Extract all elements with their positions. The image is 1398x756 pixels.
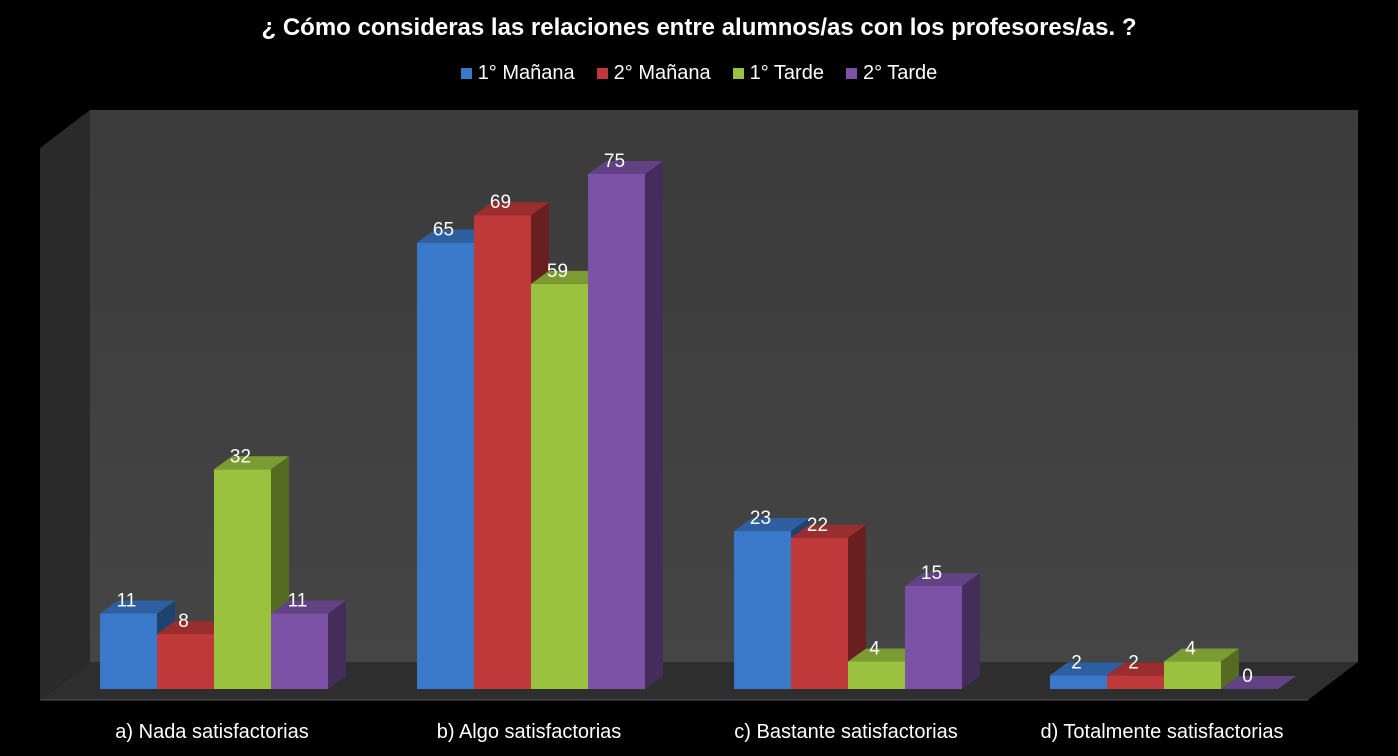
- bar-top: [100, 600, 175, 614]
- data-label: 15: [921, 563, 942, 584]
- bar-top: [734, 518, 809, 532]
- data-label: 2: [1071, 652, 1082, 673]
- floor: [40, 662, 1358, 700]
- bar-side: [1221, 648, 1239, 689]
- labels-group: 11 8 32 11 a) Nada satisfactorias 65 69 59 75 b) …: [115, 151, 1283, 743]
- bar-top: [588, 161, 663, 174]
- bar-top: [531, 270, 606, 284]
- legend-swatch: [460, 68, 472, 79]
- bar-top: [1107, 662, 1182, 676]
- bar-side: [962, 573, 980, 689]
- data-label: 4: [869, 639, 880, 660]
- bar-front: [474, 215, 531, 689]
- category-label: a) Nada satisfactorias: [115, 721, 308, 743]
- bar-front: [588, 174, 645, 689]
- bar-front: [100, 613, 157, 689]
- bar: [905, 573, 980, 689]
- data-label: 8: [178, 611, 189, 632]
- legend: 1° Mañana 2° Mañana 1° Tarde 2° Tarde: [0, 62, 1398, 85]
- bar-top: [1050, 662, 1125, 676]
- legend-label: 2° Tarde: [862, 62, 938, 84]
- bar-front: [1164, 661, 1221, 689]
- data-label: 23: [750, 508, 771, 529]
- bar: [271, 600, 346, 689]
- bar: [1164, 648, 1239, 689]
- category-label: d) Totalmente satisfactorias: [1040, 721, 1283, 743]
- bar: [791, 524, 866, 689]
- bar-top: [417, 229, 492, 243]
- legend-swatch: [596, 68, 608, 79]
- data-label: 2: [1128, 652, 1139, 673]
- bar-front: [1050, 675, 1107, 689]
- legend-label: 1° Tarde: [749, 62, 824, 84]
- legend-label: 1° Mañana: [477, 62, 575, 84]
- bar-front: [271, 613, 328, 689]
- back-wall: [90, 110, 1358, 662]
- bar-side: [328, 600, 346, 689]
- data-label: 11: [117, 590, 137, 611]
- legend-label: 2° Mañana: [613, 62, 711, 84]
- data-label: 75: [604, 151, 625, 172]
- legend-item: 2° Tarde: [845, 62, 938, 85]
- legend-item: 2° Mañana: [596, 62, 711, 85]
- bars-group: [100, 161, 1296, 689]
- category-label: c) Bastante satisfactorias: [734, 721, 957, 743]
- bar: [588, 161, 663, 689]
- data-label: 4: [1185, 639, 1196, 660]
- bar: [1221, 676, 1296, 689]
- side-wall: [40, 110, 90, 700]
- bar-top: [271, 600, 346, 614]
- bar-top: [848, 648, 923, 662]
- data-label: 59: [547, 261, 568, 282]
- legend-item: 1° Tarde: [732, 62, 824, 85]
- legend-swatch: [845, 68, 857, 79]
- data-label: 69: [490, 192, 511, 213]
- bar-front: [791, 537, 848, 689]
- data-label: 0: [1242, 666, 1253, 687]
- chart-title: ¿ Cómo consideras las relaciones entre a…: [261, 14, 1137, 41]
- bar-front: [848, 661, 905, 689]
- bar-top: [1164, 648, 1239, 662]
- legend-swatch: [732, 68, 744, 79]
- bar-front: [734, 531, 791, 689]
- data-label: 65: [433, 220, 454, 241]
- bar-front: [905, 586, 962, 689]
- bar-front: [1107, 675, 1164, 689]
- bar-top: [157, 621, 232, 635]
- bar-side: [848, 524, 866, 689]
- bar-top: [905, 573, 980, 586]
- bar-front: [417, 242, 474, 689]
- bar-front: [214, 469, 271, 689]
- bar-side: [645, 161, 663, 689]
- bar-front: [531, 283, 588, 689]
- bar-top: [214, 456, 289, 470]
- data-label: 32: [230, 446, 251, 467]
- bar-top: [1221, 676, 1296, 689]
- legend-item: 1° Mañana: [460, 62, 575, 85]
- category-label: b) Algo satisfactorias: [437, 721, 622, 743]
- bar-top: [791, 524, 866, 538]
- data-label: 11: [288, 590, 308, 611]
- bar-front: [157, 634, 214, 689]
- bar-top: [474, 202, 549, 216]
- data-label: 22: [807, 515, 828, 536]
